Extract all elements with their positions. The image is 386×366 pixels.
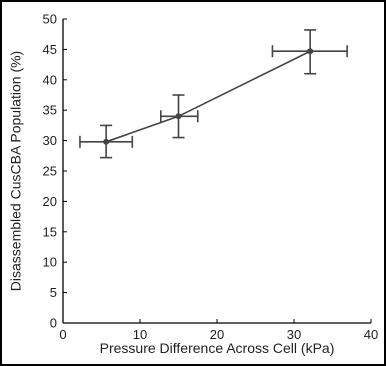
x-tick-label: 0: [59, 327, 66, 342]
y-tick-label: 20: [43, 194, 57, 209]
y-axis-label: Disassembled CusCBA Population (%): [8, 51, 24, 291]
y-tick-label: 25: [43, 164, 57, 179]
series-line: [105, 50, 311, 143]
y-tick-label: 10: [43, 255, 57, 270]
x-tick-label: 20: [210, 327, 224, 342]
data-point: [103, 138, 110, 145]
x-tick-label: 30: [287, 327, 301, 342]
x-axis-label: Pressure Difference Across Cell (kPa): [100, 340, 335, 356]
y-ticks: 0 5 10 15 20 25 30 35 40 45 50: [43, 12, 67, 331]
series-layer: [79, 29, 348, 159]
y-tick-label: 40: [43, 72, 57, 87]
y-tick-label: 5: [50, 285, 57, 300]
y-tick-label: 45: [43, 42, 57, 57]
y-tick-label: 0: [50, 316, 57, 331]
data-point: [307, 48, 314, 55]
data-point: [175, 113, 182, 120]
x-ticks: 0 10 20 30 40: [59, 319, 378, 342]
y-tick-label: 35: [43, 103, 57, 118]
y-tick-label: 15: [43, 224, 57, 239]
axes: [62, 19, 371, 324]
x-tick-label: 10: [133, 327, 147, 342]
y-tick-label: 50: [43, 12, 57, 27]
x-tick-label: 40: [364, 327, 378, 342]
y-tick-label: 30: [43, 133, 57, 148]
